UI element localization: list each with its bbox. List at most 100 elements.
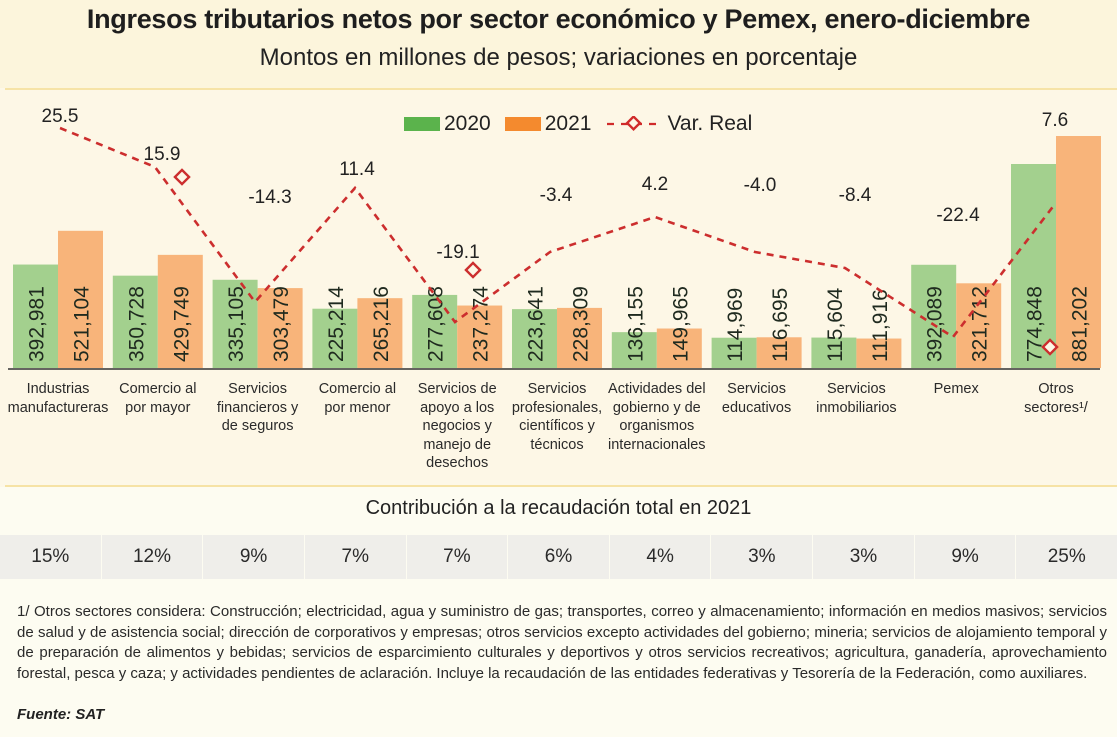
category-label: Servicios inmobiliarios [804, 380, 908, 417]
category-label-line: Actividades del [608, 381, 706, 397]
category-label-line: sectores¹/ [1024, 399, 1088, 416]
header: Ingresos tributarios netos por sector ec… [0, 0, 1117, 88]
bar-value-label: 335,105 [225, 286, 248, 362]
bar-value-label: 881,202 [1069, 286, 1092, 362]
legend-item-var-real: Var. Real [605, 112, 752, 136]
category-label-line: manejo de [423, 436, 492, 453]
bar-value-label: 392,089 [924, 286, 947, 362]
bar-2021-5 [557, 307, 602, 368]
contribution-cell: 4% [609, 535, 711, 579]
contribution-cell: 12% [101, 535, 203, 579]
lower-section [0, 487, 1117, 737]
category-label-line: desechos [426, 455, 489, 471]
var-real-label: -3.4 [540, 185, 573, 206]
bar-2020-8 [811, 337, 857, 368]
legend-label: 2021 [544, 112, 592, 135]
bar-2020-10 [1011, 164, 1056, 368]
var-real-diamond-marker-icon [173, 168, 191, 186]
category-label: Servicios de apoyo a los negocios y manejo … [405, 380, 509, 473]
chart-subtitle: Montos en millones de pesos; variaciones… [259, 44, 858, 71]
bar-line-chart: 392,981 521,104 350,728 429,749 335,105 303,4… [8, 106, 1101, 370]
bar-value-label: 429,749 [170, 286, 193, 362]
bar-2021-9 [956, 283, 1002, 368]
var-real-label: -8.4 [839, 185, 872, 206]
bar-value-label: 115,604 [824, 287, 847, 362]
bar-value-label: 149,965 [669, 286, 692, 362]
bar-value-label: 303,479 [270, 286, 293, 362]
chart-title: Ingresos tributarios netos por sector ec… [86, 4, 1031, 34]
contribution-row: 15% 12% 9% 7% 7% 6% 4% 3% 3% 9% 25% [0, 535, 1117, 579]
category-label-line: Industrias [26, 381, 90, 397]
category-label: Otros sectores¹/ [1004, 380, 1108, 417]
orange-swatch-icon [504, 117, 541, 131]
category-label-line: apoyo a los [420, 399, 495, 416]
category-label: Servicios financieros y de seguros [206, 380, 310, 436]
var-real-diamond-marker-icon [1041, 338, 1059, 356]
bar-2021-8 [856, 338, 902, 368]
category-label-line: de seguros [221, 418, 294, 434]
category-label: Comercio al por menor [305, 380, 409, 417]
bar-2020-4 [412, 294, 458, 368]
bar-2021-3 [357, 298, 403, 368]
category-label-line: Comercio al [318, 381, 397, 397]
var-real-label: -14.3 [248, 187, 291, 208]
category-label-line: inmobiliarios [816, 399, 897, 416]
legend-item-2021: 2021 [504, 112, 592, 136]
bar-2021-1 [157, 254, 203, 368]
bar-2020-1 [112, 275, 158, 368]
category-label-line: científicos y [519, 418, 595, 434]
category-label-line: profesionales, [511, 399, 603, 416]
var-real-label: 7.6 [1042, 110, 1068, 131]
bar-2020-0 [13, 264, 58, 368]
var-real-label: -22.4 [936, 205, 980, 226]
category-label-line: manufactureras [7, 399, 109, 416]
bar-2020-6 [611, 332, 657, 368]
contribution-cell: 7% [304, 535, 406, 579]
var-real-label: 25.5 [42, 106, 79, 127]
category-label: Servicios educativos [705, 380, 809, 417]
divider [5, 485, 1117, 487]
bar-2021-0 [58, 230, 103, 368]
source-note: Fuente: SAT [17, 706, 105, 723]
bar-value-label: 521,104 [71, 286, 94, 362]
contribution-cell: 3% [711, 535, 813, 579]
bar-value-label: 265,216 [370, 286, 393, 362]
category-label-line: Comercio al [119, 381, 197, 397]
category-label: Pemex [904, 380, 1008, 399]
bar-2021-2 [257, 288, 303, 368]
legend-label: Var. Real [667, 112, 753, 135]
bar-value-label: 228,309 [570, 286, 593, 362]
category-label-line: técnicos [530, 436, 584, 453]
bar-2020-7 [711, 337, 757, 368]
var-real-label: 11.4 [339, 159, 375, 180]
var-real-line [59, 126, 1057, 339]
var-real-diamond-marker-icon [464, 261, 482, 279]
category-label-line: por mayor [125, 399, 191, 416]
divider [5, 88, 1117, 90]
bar-value-label: 114,969 [724, 288, 747, 362]
category-label-line: financieros y [216, 399, 299, 416]
bar-value-label: 116,695 [769, 288, 792, 362]
bar-value-label: 237,274 [470, 286, 493, 362]
bar-value-label: 136,155 [624, 286, 647, 362]
var-real-label: -4.0 [744, 175, 777, 196]
category-label-line: Servicios [727, 381, 786, 397]
legend: 2020 2021 Var. Real [404, 112, 766, 136]
category-label: Industrias manufactureras [6, 380, 110, 417]
contribution-cell: 15% [0, 535, 101, 579]
legend-item-2020: 2020 [404, 112, 491, 136]
var-real-label: 4.2 [642, 174, 668, 195]
bar-2020-3 [312, 308, 358, 368]
contribution-cell: 6% [508, 535, 609, 579]
category-label-line: gobierno y de [612, 399, 701, 416]
bar-2021-6 [656, 328, 702, 368]
category-label-line: Servicios [527, 381, 587, 397]
category-label-line: educativos [721, 399, 792, 416]
bar-2021-10 [1056, 136, 1101, 368]
bar-value-label: 321,712 [969, 286, 992, 362]
bar-value-label: 225,214 [325, 286, 348, 362]
category-label-line: Pemex [933, 381, 979, 397]
category-label-line: Servicios [826, 381, 886, 397]
bar-value-label: 277,608 [425, 286, 448, 362]
bar-2020-5 [512, 309, 557, 368]
